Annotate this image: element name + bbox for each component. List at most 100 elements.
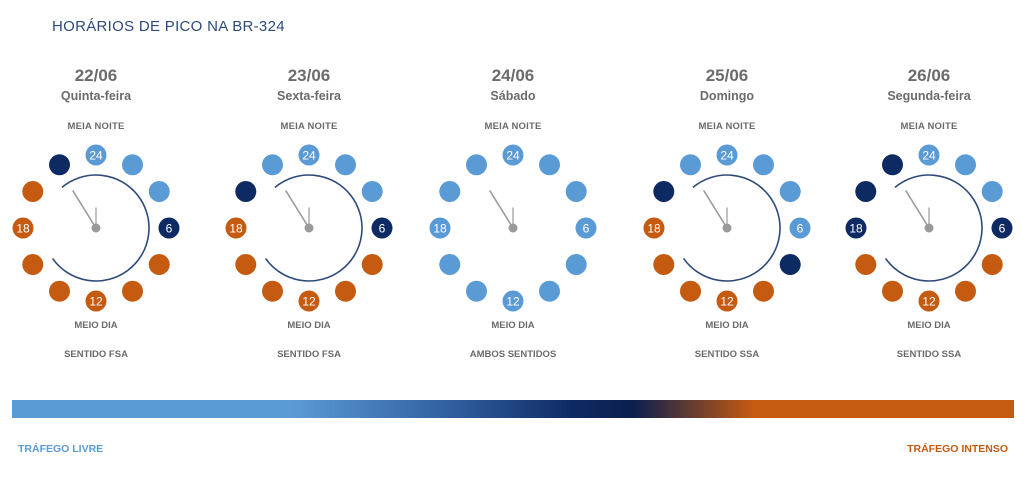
hour-label: 12 — [506, 294, 520, 308]
hour-dot — [653, 181, 675, 202]
hour-label: 12 — [302, 294, 316, 308]
day-card: 23/06 Sexta-feira MEIA NOITE 24 6 12 18 MEI… — [209, 66, 409, 360]
hour-dot — [371, 217, 393, 239]
legend-free-traffic: TRÁFEGO LIVRE — [18, 443, 104, 455]
hour-dot — [262, 280, 283, 302]
hour-dot — [85, 144, 107, 166]
midnight-label: MEIA NOITE — [280, 121, 338, 132]
hour-dot — [148, 181, 170, 202]
day-weekday: Segunda-feira — [887, 89, 971, 103]
day-card: 22/06 Quinta-feira MEIA NOITE 24 6 12 18 ME… — [0, 66, 196, 360]
hour-dot — [335, 154, 356, 176]
legend-heavy-traffic: TRÁFEGO INTENSO — [907, 443, 1008, 455]
hour-dot — [789, 217, 811, 239]
direction-label: SENTIDO FSA — [64, 349, 128, 360]
hour-dot — [262, 154, 283, 176]
hour-label: 6 — [379, 221, 386, 235]
day-card: 26/06 Segunda-feira MEIA NOITE 24 6 12 18 M… — [829, 66, 1024, 360]
clock-chart: 24 6 12 18 — [12, 144, 180, 312]
hour-dot — [882, 280, 903, 302]
hour-dot — [298, 144, 320, 166]
hour-dot — [298, 290, 320, 312]
clock-center — [508, 223, 518, 233]
clock-chart: 24 6 12 18 — [845, 144, 1013, 312]
peak-arc — [264, 174, 363, 282]
day-date: 25/06 — [705, 66, 749, 85]
hour-dot — [565, 181, 587, 202]
day-weekday: Quinta-feira — [60, 89, 132, 103]
clock-center — [304, 223, 314, 233]
day-date: 24/06 — [491, 66, 535, 85]
direction-label: SENTIDO FSA — [277, 349, 341, 360]
hour-dot — [502, 290, 524, 312]
hour-label: 18 — [433, 221, 447, 235]
clock-center — [91, 223, 101, 233]
hour-dot — [955, 154, 976, 176]
day-weekday: Sexta-feira — [277, 89, 341, 103]
hour-dot — [680, 154, 701, 176]
direction-label: SENTIDO SSA — [896, 349, 962, 360]
hour-label: 6 — [999, 221, 1006, 235]
hour-dot — [565, 254, 587, 275]
hour-dot — [981, 254, 1003, 275]
midnight-label: MEIA NOITE — [698, 121, 756, 132]
hour-label: 18 — [647, 221, 661, 235]
noon-label: MEIO DIA — [287, 320, 331, 331]
hour-dot — [680, 280, 701, 302]
noon-label: MEIO DIA — [74, 320, 118, 331]
hour-dot — [235, 254, 257, 275]
page-title: HORÁRIOS DE PICO NA BR-324 — [52, 18, 285, 35]
clock-hand — [489, 190, 514, 229]
hour-label: 24 — [89, 148, 103, 162]
hour-dot — [855, 181, 877, 202]
midnight-label: MEIA NOITE — [484, 121, 542, 132]
hour-dot — [85, 290, 107, 312]
day-date: 22/06 — [74, 66, 118, 85]
hour-dot — [225, 217, 247, 239]
hour-dot — [716, 144, 738, 166]
hour-dot — [148, 254, 170, 275]
hour-dot — [235, 181, 257, 202]
hour-dot — [49, 280, 70, 302]
hour-dot — [466, 154, 487, 176]
hour-dot — [502, 144, 524, 166]
day-date: 26/06 — [907, 66, 951, 85]
hour-label: 24 — [720, 148, 734, 162]
hour-label: 24 — [302, 148, 316, 162]
hour-dot — [779, 254, 801, 275]
hour-dot — [779, 181, 801, 202]
clock-hand — [72, 190, 97, 229]
clock-center — [722, 223, 732, 233]
direction-label: SENTIDO SSA — [694, 349, 760, 360]
clock-hand — [703, 190, 728, 229]
clock-chart: 24 6 12 18 — [225, 144, 393, 312]
day-card: 25/06 Domingo MEIA NOITE 24 6 12 18 MEIO DI… — [627, 66, 827, 360]
hour-dot — [439, 254, 461, 275]
hour-dot — [882, 154, 903, 176]
clock-center — [924, 223, 934, 233]
hour-dot — [955, 280, 976, 302]
day-weekday: Domingo — [699, 89, 755, 103]
clock-hand — [905, 190, 930, 229]
hour-label: 12 — [89, 294, 103, 308]
hour-dot — [539, 154, 560, 176]
hour-dot — [845, 217, 867, 239]
midnight-label: MEIA NOITE — [900, 121, 958, 132]
hour-dot — [22, 254, 44, 275]
hour-dot — [716, 290, 738, 312]
clock-chart: 24 6 12 18 — [643, 144, 811, 312]
noon-label: MEIO DIA — [705, 320, 749, 331]
hour-dot — [122, 154, 143, 176]
midnight-label: MEIA NOITE — [67, 121, 125, 132]
day-card: 24/06 Sábado MEIA NOITE 24 6 12 18 MEIO DIA… — [413, 66, 613, 360]
hour-dot — [49, 154, 70, 176]
hour-label: 18 — [229, 221, 243, 235]
hour-dot — [981, 181, 1003, 202]
hour-dot — [918, 144, 940, 166]
hour-dot — [12, 217, 34, 239]
peak-arc — [682, 174, 781, 282]
hour-dot — [429, 217, 451, 239]
noon-label: MEIO DIA — [491, 320, 535, 331]
hour-dot — [991, 217, 1013, 239]
peak-arc — [884, 174, 983, 282]
